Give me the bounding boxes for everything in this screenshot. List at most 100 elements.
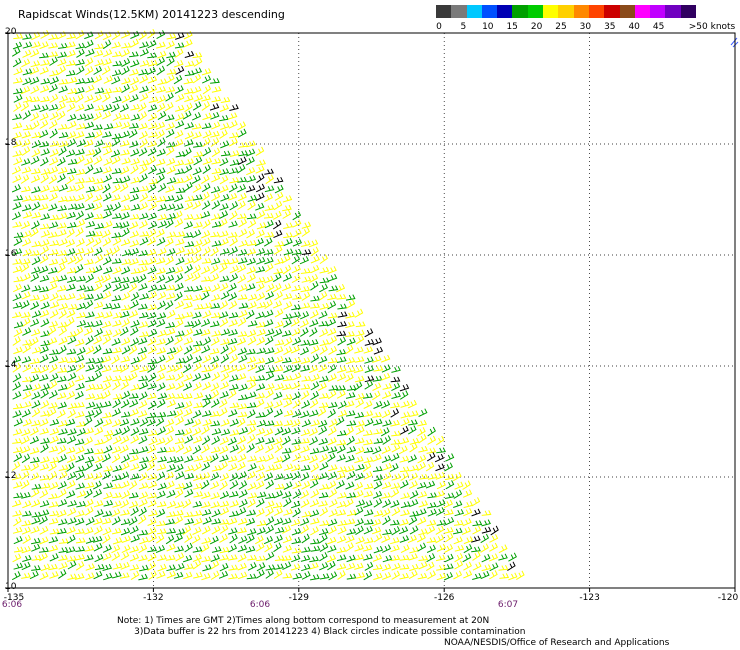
wind-barb [355, 335, 365, 345]
wind-barb [182, 554, 193, 563]
wind-barb [29, 447, 40, 455]
wind-barb [256, 256, 266, 265]
wind-barb [201, 572, 211, 581]
wind-barb [246, 534, 255, 544]
wind-barb [210, 554, 220, 562]
wind-barb [354, 308, 364, 318]
wind-barb [111, 232, 122, 239]
wind-barb [300, 339, 311, 346]
wind-barb [103, 491, 113, 500]
wind-barb [193, 239, 203, 248]
wind-barb [85, 401, 96, 409]
lon-label: -126 [433, 593, 455, 603]
wind-barb [148, 178, 159, 185]
wind-barb [166, 527, 177, 534]
wind-barb [444, 492, 455, 499]
wind-barb [85, 311, 95, 319]
wind-barb [157, 110, 167, 121]
wind-barb [174, 266, 184, 274]
wind-barb [30, 318, 40, 327]
wind-barb [238, 394, 248, 401]
wind-barb [246, 239, 257, 246]
wind-barb [166, 165, 176, 175]
wind-barb [21, 131, 32, 139]
wind-barb [256, 292, 266, 302]
wind-barb [220, 428, 231, 436]
wind-barb [65, 546, 76, 554]
wind-barb [228, 220, 238, 228]
wind-barb [354, 375, 365, 383]
wind-barb [13, 321, 24, 329]
wind-barb [30, 336, 39, 347]
wind-barb [101, 65, 111, 76]
wind-barb [102, 390, 111, 400]
wind-barb [175, 471, 185, 480]
wind-barb [309, 398, 319, 409]
wind-barb [184, 533, 193, 543]
wind-barb [121, 266, 131, 275]
wind-barb [328, 384, 339, 391]
wind-barb [65, 149, 76, 158]
wind-barb [85, 203, 95, 211]
wind-barb [310, 489, 320, 499]
wind-barb [157, 456, 168, 463]
wind-barb [228, 564, 239, 571]
wind-barb [146, 248, 157, 256]
wind-barb [417, 542, 427, 552]
wind-barb [20, 262, 30, 273]
wind-barb [192, 167, 202, 176]
wind-barb [345, 542, 354, 552]
wind-barb [31, 554, 42, 561]
wind-barb [327, 525, 337, 535]
wind-barb [138, 147, 148, 157]
wind-barb [436, 447, 446, 454]
wind-barb [184, 70, 195, 77]
wind-barb [184, 418, 194, 426]
wind-barb [263, 535, 274, 545]
wind-barb [336, 563, 347, 570]
wind-barb [101, 320, 112, 329]
wind-barb [30, 426, 39, 436]
wind-barb [21, 561, 31, 571]
wind-barb [219, 554, 229, 561]
wind-barb [211, 86, 222, 93]
wind-barb [192, 183, 202, 193]
wind-barb [102, 302, 113, 310]
wind-barb [301, 221, 312, 229]
wind-barb [157, 247, 167, 256]
wind-barb [12, 526, 23, 534]
wind-barb [31, 483, 42, 490]
wind-barb [184, 472, 195, 480]
wind-barb [48, 501, 59, 508]
wind-barb [292, 409, 302, 418]
wind-barb [319, 302, 330, 310]
wind-barb [327, 357, 338, 364]
wind-barb [112, 365, 123, 372]
wind-barb [346, 509, 357, 517]
wind-barb [310, 419, 321, 427]
wind-barb [291, 527, 302, 536]
wind-barb [319, 283, 328, 293]
wind-barb [76, 292, 86, 301]
wind-barb [31, 148, 41, 158]
wind-barb [76, 123, 86, 130]
wind-barb [166, 570, 176, 579]
wind-barb [327, 327, 337, 336]
wind-barb [155, 121, 166, 130]
wind-barb [11, 165, 22, 175]
wind-barb [48, 249, 59, 256]
wind-barb [255, 383, 266, 391]
wind-barb [246, 229, 255, 239]
wind-barb [138, 514, 147, 525]
wind-barb [166, 309, 176, 319]
wind-barb [237, 571, 248, 580]
wind-barb [462, 553, 472, 563]
wind-barb [282, 264, 292, 275]
wind-barb [200, 543, 210, 553]
wind-barb [354, 553, 365, 561]
wind-barb [165, 203, 176, 211]
wind-barb [209, 103, 220, 111]
wind-barb [49, 355, 59, 364]
wind-barb [265, 569, 274, 579]
wind-barb [57, 481, 67, 490]
